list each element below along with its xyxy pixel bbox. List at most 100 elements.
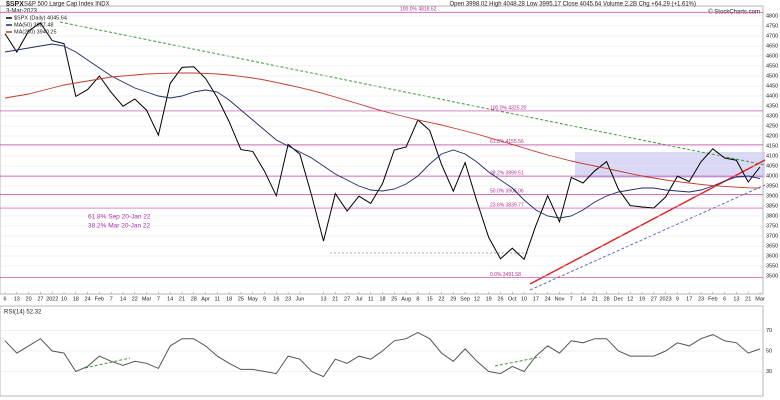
y-tick-label: 4400 [766, 93, 778, 99]
y-tick-label: 3650 [766, 243, 778, 249]
y-tick-label: 3500 [766, 273, 778, 279]
legend-label: $SPX (Daily) 4045.64 [14, 15, 67, 21]
y-tick-label: 4450 [766, 83, 778, 89]
x-tick-label: 7 [110, 296, 113, 302]
y-tick-label: 4150 [766, 143, 778, 149]
x-tick-label: 6 [3, 296, 6, 302]
series-line [4, 22, 761, 261]
x-tick-label: 2023 [660, 296, 672, 302]
x-tick-label: 13 [320, 296, 326, 302]
x-tick-label: 8 [416, 296, 419, 302]
x-tick-label: Feb [95, 296, 104, 302]
rsi-title: RSI(14) 52.32 [4, 310, 42, 316]
x-tick-label: Jul [355, 296, 362, 302]
x-tick-label: 21 [592, 296, 598, 302]
x-tick-label: Oct [508, 296, 517, 302]
x-tick-label: 14 [120, 296, 126, 302]
x-tick-label: 26 [497, 296, 503, 302]
fib-label: 38.2% 3999.51 [490, 170, 524, 176]
x-tick-label: 12 [474, 296, 480, 302]
symbol-name: S&P 500 Large Cap Index INDX [24, 2, 110, 8]
x-tick-label: 21 [179, 296, 185, 302]
x-tick-label: 13 [733, 296, 739, 302]
x-tick-label: 13 [14, 296, 20, 302]
x-tick-label: 6 [723, 296, 726, 302]
x-tick-label: 18 [379, 296, 385, 302]
legend-label: MA(50) 3987.48 [14, 22, 53, 28]
note: 61.8% Sep 20-Jan 22 [88, 214, 151, 221]
x-tick-label: 24 [545, 296, 551, 302]
x-tick-label: Aug [401, 296, 411, 302]
y-tick-label: 4700 [766, 33, 778, 39]
x-tick-label: 20 [26, 296, 32, 302]
x-tick-label: 25 [238, 296, 244, 302]
y-tick-label: 3700 [766, 233, 778, 239]
x-tick-label: 17 [533, 296, 539, 302]
x-tick-label: 7 [570, 296, 573, 302]
price-frame [0, 5, 764, 295]
y-tick-label: 4800 [766, 13, 778, 19]
x-tick-label: May [248, 296, 259, 302]
x-tick-label: 23 [698, 296, 704, 302]
x-tick-label: Dec [614, 296, 624, 302]
symbol: $SPX [6, 1, 24, 8]
y-tick-label: 4100 [766, 153, 778, 159]
y-tick-label: 4550 [766, 63, 778, 69]
x-tick-label: 10 [521, 296, 527, 302]
series-line [4, 72, 761, 189]
x-tick-label: 11 [214, 296, 220, 302]
x-tick-label: 16 [273, 296, 279, 302]
x-tick-label: 19 [639, 296, 645, 302]
resistance-zone [575, 152, 765, 178]
fib-label: 100.0% 4818.62 [400, 7, 437, 13]
y-tick-label: 4050 [766, 163, 778, 169]
y-tick-label: 3850 [766, 203, 778, 209]
fib-label: 50.0% 3908.06 [490, 189, 524, 195]
note: 38.2% Mar 20-Jan 22 [88, 223, 151, 230]
x-tick-label: 22 [132, 296, 138, 302]
x-tick-label: 25 [391, 296, 397, 302]
series-line [4, 43, 761, 219]
y-tick-label: 50 [766, 348, 772, 354]
y-tick-label: 4200 [766, 133, 778, 139]
y-tick-label: 4300 [766, 113, 778, 119]
fib-label: 61.8% 4155.56 [490, 139, 524, 145]
series-line [4, 332, 761, 378]
fib-label: 0.0% 3491.58 [490, 272, 521, 278]
x-tick-label: 15 [427, 296, 433, 302]
y-tick-label: 4000 [766, 173, 778, 179]
x-tick-label: 21 [332, 296, 338, 302]
x-tick-label: 27 [344, 296, 350, 302]
x-tick-label: 19 [486, 296, 492, 302]
y-tick-label: 4750 [766, 23, 778, 29]
y-tick-label: 4350 [766, 103, 778, 109]
x-tick-label: Mar [755, 296, 765, 302]
x-tick-label: Nov [555, 296, 565, 302]
trend-line [529, 184, 766, 291]
divergence-line [84, 357, 131, 369]
x-tick-label: 2022 [46, 296, 58, 302]
x-tick-label: 23 [285, 296, 291, 302]
x-tick-label: 22 [438, 296, 444, 302]
quote: Open 3998.02 High 4048.28 Low 3995.17 Cl… [449, 2, 696, 8]
x-tick-label: Apr [201, 296, 210, 302]
x-tick-label: 24 [85, 296, 91, 302]
y-tick-label: 3750 [766, 223, 778, 229]
x-tick-label: 10 [61, 296, 67, 302]
x-tick-label: 9 [263, 296, 266, 302]
y-tick-label: 4650 [766, 43, 778, 49]
fib-label: 100.0% 4325.20 [490, 105, 527, 111]
x-tick-label: 18 [73, 296, 79, 302]
y-tick-label: 4600 [766, 53, 778, 59]
x-tick-label: 29 [450, 296, 456, 302]
x-tick-label: 14 [580, 296, 586, 302]
y-tick-label: 3950 [766, 183, 778, 189]
x-tick-label: 12 [627, 296, 633, 302]
x-tick-label: 14 [167, 296, 173, 302]
y-tick-label: 70 [766, 328, 772, 334]
y-tick-label: 4500 [766, 73, 778, 79]
y-tick-label: 3600 [766, 253, 778, 259]
y-tick-label: 3900 [766, 193, 778, 199]
